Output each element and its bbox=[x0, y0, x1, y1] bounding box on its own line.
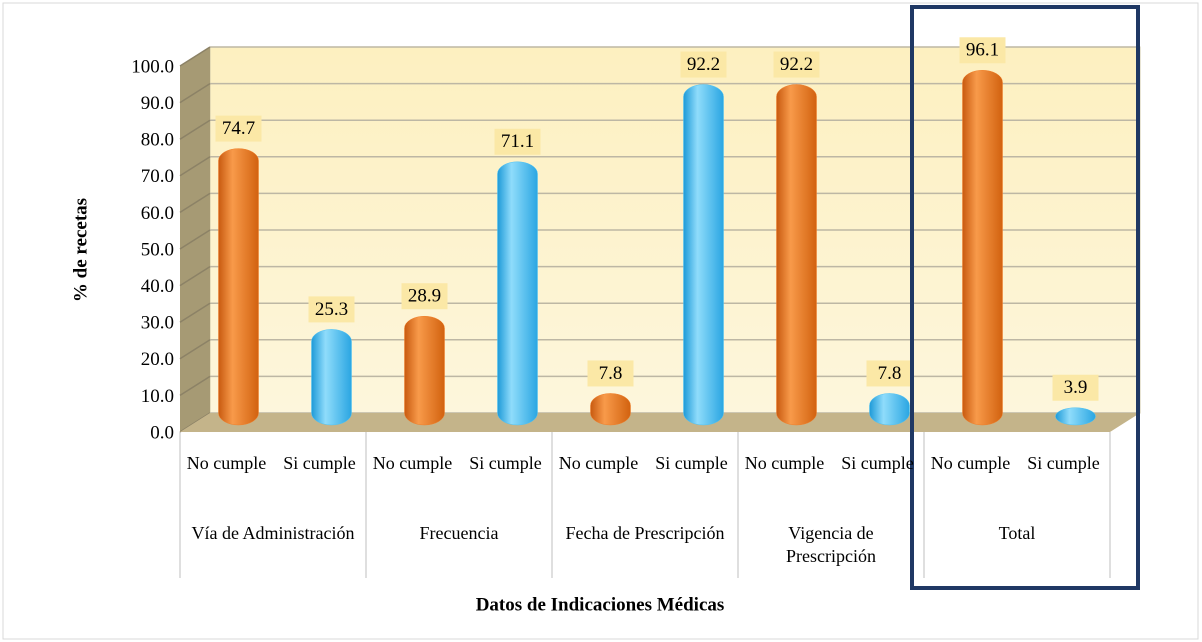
data-label-bg bbox=[773, 51, 820, 78]
grid-line-side bbox=[179, 302, 211, 323]
x-tick-label: No cumple bbox=[372, 453, 453, 473]
data-label: 92.2 bbox=[687, 54, 720, 75]
x-tick-label: Si cumple bbox=[841, 453, 914, 473]
grid-line-side bbox=[179, 82, 211, 104]
y-axis-label: % de recetas bbox=[70, 198, 91, 302]
x-tick-label: No cumple bbox=[930, 453, 1011, 473]
bar bbox=[962, 70, 1003, 426]
y-tick-label: 40.0 bbox=[141, 276, 174, 297]
bar bbox=[218, 148, 259, 426]
data-label-bg bbox=[680, 51, 727, 78]
data-label-bg bbox=[587, 360, 634, 387]
bar bbox=[1055, 407, 1096, 426]
data-label: 3.9 bbox=[1064, 377, 1088, 398]
grid-line-side bbox=[179, 192, 211, 214]
data-label-bg bbox=[308, 296, 355, 323]
grid-line-side bbox=[179, 339, 211, 360]
x-tick-label: No cumple bbox=[186, 453, 267, 473]
grid-line-side bbox=[179, 265, 211, 287]
y-tick-label: 50.0 bbox=[141, 239, 174, 260]
data-label: 92.2 bbox=[780, 54, 813, 75]
highlight-box bbox=[910, 5, 1140, 590]
data-label: 71.1 bbox=[501, 131, 534, 152]
data-label-bg bbox=[401, 283, 448, 310]
grid-line-side bbox=[179, 119, 211, 140]
bar bbox=[590, 393, 631, 426]
bar bbox=[776, 84, 817, 426]
bar bbox=[404, 315, 445, 426]
x-tick-label: Si cumple bbox=[283, 453, 356, 473]
grid-line-side bbox=[179, 156, 211, 177]
y-tick-label: 0.0 bbox=[150, 422, 174, 443]
data-label-bg bbox=[494, 128, 541, 155]
x-axis-label: Datos de Indicaciones Médicas bbox=[476, 594, 725, 615]
data-label: 74.7 bbox=[222, 118, 255, 139]
y-tick-label: 100.0 bbox=[131, 56, 174, 77]
bar bbox=[683, 84, 724, 426]
x-tick-label: Si cumple bbox=[655, 453, 728, 473]
data-label-bg bbox=[1052, 374, 1099, 401]
y-tick-label: 60.0 bbox=[141, 203, 174, 224]
y-tick-label: 20.0 bbox=[141, 349, 174, 370]
y-tick-label: 90.0 bbox=[141, 93, 174, 114]
y-tick-label: 80.0 bbox=[141, 130, 174, 151]
group-label: Fecha de Prescripción bbox=[565, 523, 725, 543]
data-label: 7.8 bbox=[878, 363, 902, 384]
y-tick-label: 10.0 bbox=[141, 386, 174, 407]
data-label: 7.8 bbox=[599, 363, 623, 384]
x-tick-label: Si cumple bbox=[1027, 453, 1100, 473]
data-label: 28.9 bbox=[408, 286, 441, 307]
data-label: 96.1 bbox=[966, 40, 999, 61]
bar bbox=[311, 329, 352, 426]
data-label-bg bbox=[959, 37, 1006, 64]
grid-line-side bbox=[179, 46, 211, 67]
bar bbox=[869, 393, 910, 426]
y-tick-label: 30.0 bbox=[141, 313, 174, 334]
grid-line-side bbox=[179, 375, 211, 397]
y-tick-label: 70.0 bbox=[141, 166, 174, 187]
group-label: Frecuencia bbox=[419, 523, 499, 543]
group-label: Vigencia de Prescripción bbox=[786, 523, 876, 566]
group-label: Total bbox=[998, 523, 1036, 543]
data-label: 25.3 bbox=[315, 299, 348, 320]
grid-line-side bbox=[179, 229, 211, 250]
plot-area: 0.0 10.0 20.0 30.0 40.0 50.0 60.0 70.0 80.0 90.0 1… bbox=[131, 37, 1141, 443]
group-label: Vía de Administración bbox=[191, 523, 355, 543]
data-label-bg bbox=[215, 115, 262, 142]
x-tick-label: No cumple bbox=[744, 453, 825, 473]
bar bbox=[497, 161, 538, 426]
x-tick-label: No cumple bbox=[558, 453, 639, 473]
data-label-bg bbox=[866, 360, 913, 387]
x-tick-label: Si cumple bbox=[469, 453, 542, 473]
